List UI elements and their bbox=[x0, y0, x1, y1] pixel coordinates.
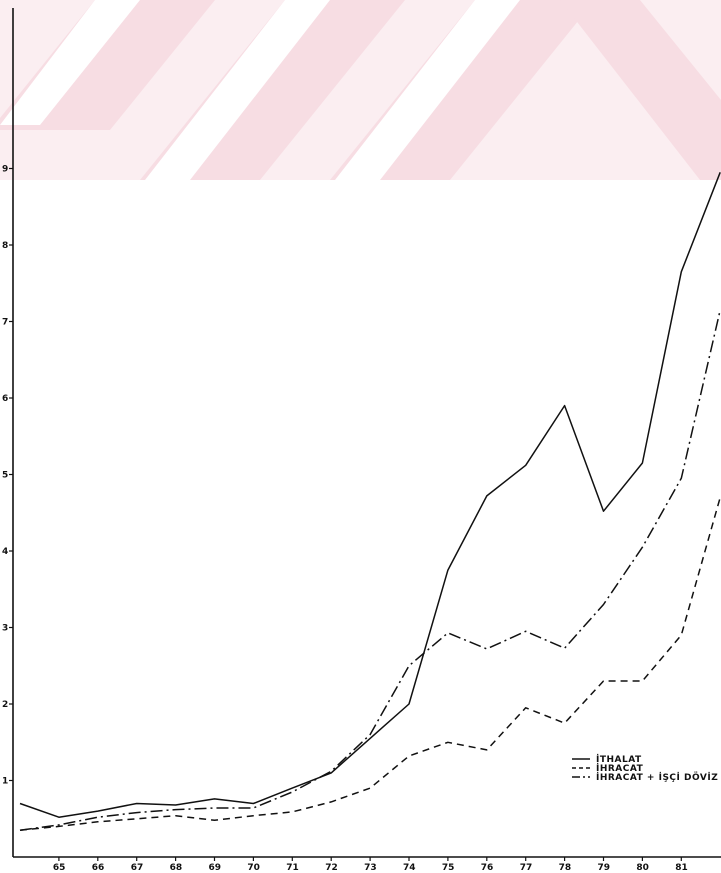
x-tick-label: 79 bbox=[598, 863, 611, 873]
x-tick-label: 72 bbox=[325, 863, 338, 873]
watermark-logo bbox=[0, 0, 721, 180]
x-tick-label: 81 bbox=[675, 863, 688, 873]
x-tick-label: 67 bbox=[131, 863, 144, 873]
legend-label: İTHALAT bbox=[596, 754, 642, 765]
legend-label: İHRACAT + İŞÇİ DÖVİZ bbox=[596, 772, 718, 783]
y-tick-label: 5 bbox=[2, 471, 8, 481]
x-tick-label: 78 bbox=[559, 863, 572, 873]
y-tick-label: 7 bbox=[2, 318, 8, 328]
y-tick-label: 4 bbox=[2, 547, 8, 557]
x-tick-label: 76 bbox=[481, 863, 494, 873]
x-tick-label: 71 bbox=[286, 863, 299, 873]
series-line-1 bbox=[19, 172, 721, 818]
x-tick-label: 68 bbox=[170, 863, 183, 873]
y-tick-label: 3 bbox=[2, 624, 8, 634]
series-line-2 bbox=[19, 497, 721, 831]
y-tick-label: 6 bbox=[2, 394, 8, 404]
x-tick-label: 70 bbox=[247, 863, 260, 873]
x-tick-label: 75 bbox=[442, 863, 455, 873]
legend-label: İHRACAT bbox=[596, 763, 644, 774]
y-tick-label: 8 bbox=[2, 241, 8, 251]
y-tick-label: 2 bbox=[2, 700, 8, 710]
y-tick-label: 9 bbox=[2, 165, 8, 175]
x-tick-label: 77 bbox=[520, 863, 533, 873]
watermark-cut bbox=[145, 0, 330, 180]
x-tick-label: 69 bbox=[209, 863, 222, 873]
x-tick-label: 73 bbox=[364, 863, 377, 873]
x-tick-label: 74 bbox=[403, 863, 416, 873]
x-tick-label: 66 bbox=[92, 863, 105, 873]
series-layer bbox=[19, 172, 721, 831]
y-tick-label: 1 bbox=[2, 777, 8, 787]
watermark-cut bbox=[335, 0, 520, 180]
x-tick-label: 80 bbox=[636, 863, 649, 873]
watermark-cut bbox=[0, 0, 140, 125]
series-line-3 bbox=[19, 309, 721, 831]
x-tick-label: 65 bbox=[53, 863, 66, 873]
watermark-stripe bbox=[560, 0, 721, 180]
